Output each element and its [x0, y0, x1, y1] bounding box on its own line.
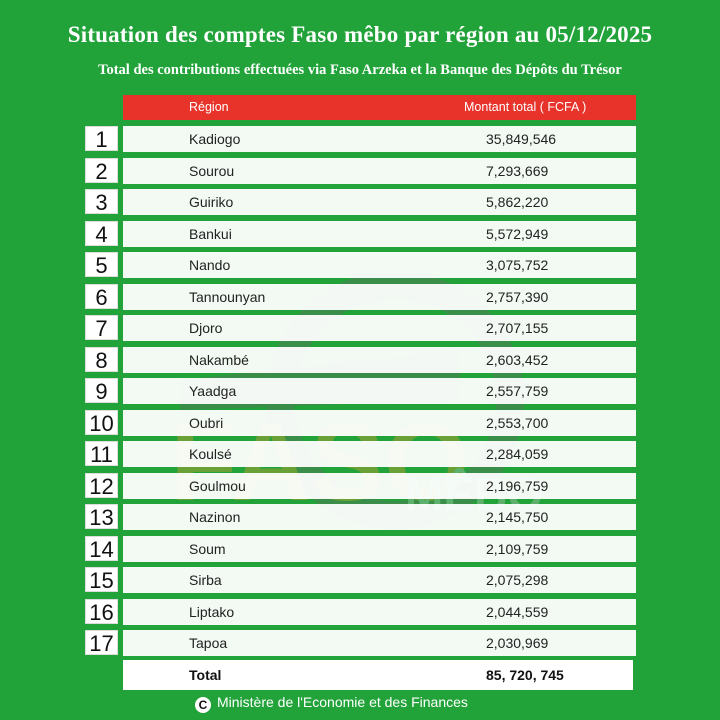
- rank-number: 12: [85, 473, 118, 499]
- region-amount: 35,849,546: [486, 131, 557, 147]
- table-row: Nakambé 2,603,452: [123, 347, 636, 373]
- rank-number: 4: [85, 221, 118, 247]
- column-header-amount: Montant total ( FCFA ): [464, 100, 587, 114]
- table-row: Nazinon 2,145,750: [123, 504, 636, 530]
- region-name: Nakambé: [189, 352, 249, 368]
- region-name: Sourou: [189, 163, 235, 179]
- region-amount: 2,553,700: [486, 415, 549, 431]
- region-amount: 2,145,750: [486, 509, 549, 525]
- region-name: Djoro: [189, 320, 223, 336]
- region-name: Kadiogo: [189, 131, 241, 147]
- region-name: Soum: [189, 541, 226, 557]
- region-amount: 2,075,298: [486, 572, 549, 588]
- region-name: Bankui: [189, 226, 232, 242]
- region-amount: 2,757,390: [486, 289, 549, 305]
- region-name: Tannounyan: [189, 289, 266, 305]
- region-amount: 5,862,220: [486, 194, 549, 210]
- rank-number: 6: [85, 284, 118, 310]
- rank-number: 2: [85, 158, 118, 184]
- page-subtitle: Total des contributions effectuées via F…: [98, 62, 622, 78]
- table-row: Soum 2,109,759: [123, 536, 636, 562]
- rank-number: 13: [85, 504, 118, 530]
- table-row: Yaadga 2,557,759: [123, 378, 636, 404]
- region-name: Yaadga: [189, 383, 237, 399]
- region-amount: 2,109,759: [486, 541, 549, 557]
- footer-credit: C Ministère de l'Economie et des Finances: [195, 694, 468, 713]
- region-amount: 7,293,669: [486, 163, 549, 179]
- table-row: Oubri 2,553,700: [123, 410, 636, 436]
- region-name: Nando: [189, 257, 231, 273]
- rank-number: 17: [85, 630, 118, 656]
- table-row: Goulmou 2,196,759: [123, 473, 636, 499]
- copyright-icon: C: [195, 697, 211, 713]
- total-label: Total: [189, 667, 222, 683]
- table-row: Guiriko 5,862,220: [123, 189, 636, 215]
- rank-number: 1: [85, 126, 118, 152]
- region-amount: 2,557,759: [486, 383, 549, 399]
- rank-number: 11: [85, 441, 118, 467]
- region-amount: 2,707,155: [486, 320, 549, 336]
- region-name: Sirba: [189, 572, 222, 588]
- table-row: Sourou 7,293,669: [123, 158, 636, 184]
- rank-number: 15: [85, 567, 118, 593]
- region-amount: 3,075,752: [486, 257, 549, 273]
- table-row: Liptako 2,044,559: [123, 599, 636, 625]
- rank-number: 7: [85, 315, 118, 341]
- table-total-row: Total 85, 720, 745: [123, 660, 633, 690]
- region-name: Nazinon: [189, 509, 241, 525]
- region-amount: 2,603,452: [486, 352, 549, 368]
- region-amount: 2,196,759: [486, 478, 549, 494]
- region-amount: 2,030,969: [486, 635, 549, 651]
- table-row: Kadiogo 35,849,546: [123, 126, 636, 152]
- region-name: Koulsé: [189, 446, 232, 462]
- region-name: Goulmou: [189, 478, 246, 494]
- table-row: Tannounyan 2,757,390: [123, 284, 636, 310]
- total-amount: 85, 720, 745: [486, 667, 564, 683]
- rank-number: 8: [85, 347, 118, 373]
- column-header-region: Région: [189, 100, 229, 114]
- footer-text: Ministère de l'Economie et des Finances: [217, 694, 468, 710]
- region-amount: 2,044,559: [486, 604, 549, 620]
- region-name: Liptako: [189, 604, 235, 620]
- region-amount: 2,284,059: [486, 446, 549, 462]
- region-amount: 5,572,949: [486, 226, 549, 242]
- table-row: Djoro 2,707,155: [123, 315, 636, 341]
- region-name: Guiriko: [189, 194, 234, 210]
- region-name: Tapoa: [189, 635, 228, 651]
- table-row: Tapoa 2,030,969: [123, 630, 636, 656]
- table-row: Bankui 5,572,949: [123, 221, 636, 247]
- table-row: Koulsé 2,284,059: [123, 441, 636, 467]
- rank-number: 5: [85, 252, 118, 278]
- rank-number: 16: [85, 599, 118, 625]
- page-title: Situation des comptes Faso mêbo par régi…: [67, 22, 653, 47]
- table-row: Sirba 2,075,298: [123, 567, 636, 593]
- rank-number: 14: [85, 536, 118, 562]
- table-row: Nando 3,075,752: [123, 252, 636, 278]
- table-header-row: Région Montant total ( FCFA ): [123, 95, 636, 120]
- rank-number: 9: [85, 378, 118, 404]
- rank-number: 3: [85, 189, 118, 215]
- rank-number: 10: [85, 410, 118, 436]
- region-name: Oubri: [189, 415, 224, 431]
